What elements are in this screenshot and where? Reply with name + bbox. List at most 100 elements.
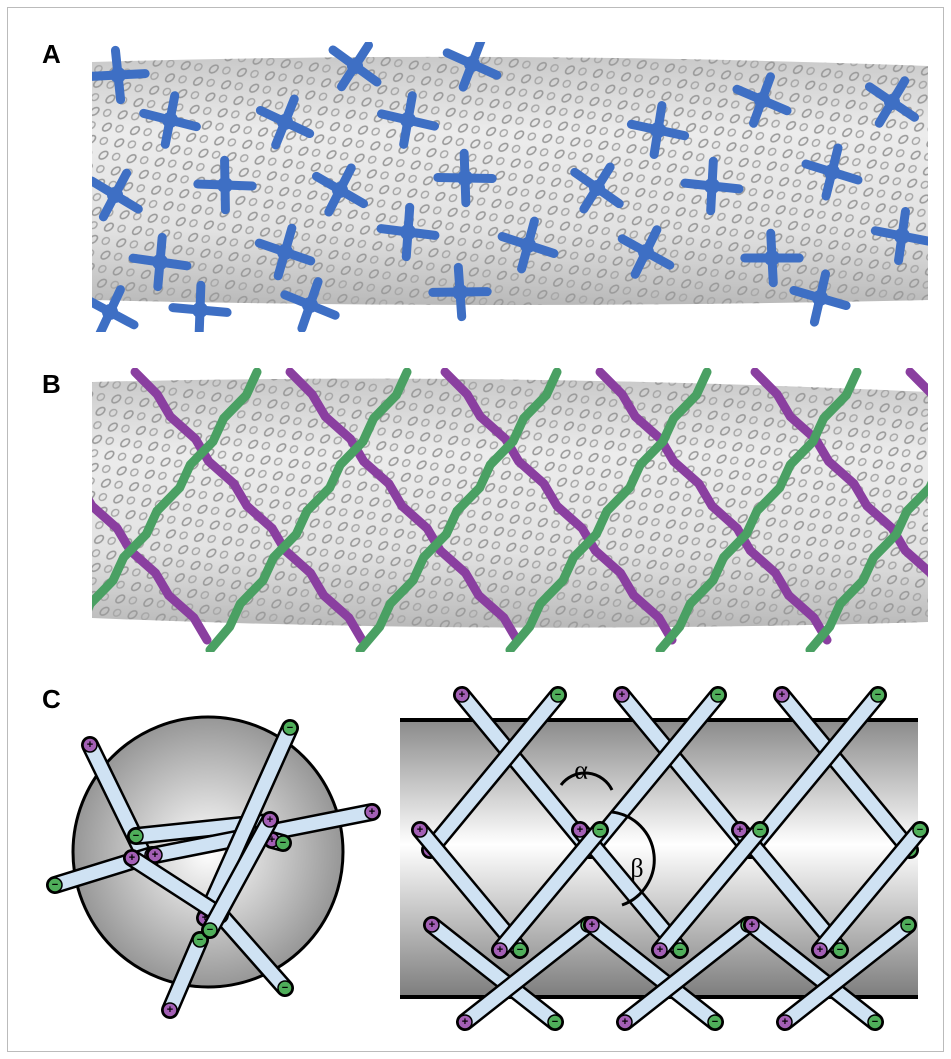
cross <box>740 228 804 288</box>
charge-sign: − <box>597 824 603 836</box>
charge <box>275 835 291 851</box>
cross <box>168 280 232 332</box>
charge-sign: + <box>619 689 625 701</box>
charge-sign: − <box>552 1016 558 1028</box>
charge-sign: − <box>677 944 683 956</box>
panel-c-right: +−−++−−++−−++−+−−++−−+−++−−++−−++−−+ α β <box>400 686 929 1031</box>
cross <box>376 202 440 262</box>
charge-sign: − <box>197 934 203 946</box>
charge-sign: − <box>517 944 523 956</box>
charge <box>812 942 828 958</box>
charge <box>592 822 608 838</box>
charge <box>572 822 588 838</box>
panel-c-left: +−−+−−++−++−−−++−+−+ <box>46 715 381 1019</box>
charge <box>454 687 470 703</box>
purple-strand <box>130 368 367 645</box>
charge-sign: + <box>459 689 465 701</box>
cross <box>732 72 792 128</box>
charge <box>777 1014 793 1030</box>
cross-core <box>110 67 126 83</box>
charge <box>282 720 298 736</box>
charge-sign: + <box>369 806 375 818</box>
charge-sign: + <box>129 852 135 864</box>
charge-sign: + <box>152 849 158 861</box>
charge <box>82 737 98 753</box>
cross <box>92 45 150 105</box>
cross-core <box>192 302 208 318</box>
green-strand <box>655 368 862 652</box>
rod <box>455 688 597 857</box>
charge-sign: − <box>555 689 561 701</box>
charge-sign: + <box>267 814 273 826</box>
cross-core <box>400 112 416 128</box>
cross <box>680 156 744 216</box>
cross-core <box>894 228 910 244</box>
panel-label: A <box>42 39 61 69</box>
cross-core <box>812 290 828 306</box>
cross <box>570 162 624 214</box>
cross <box>255 94 315 150</box>
cross-core <box>638 244 654 260</box>
rod <box>198 721 297 925</box>
charge <box>867 1014 883 1030</box>
cross-core <box>302 297 318 313</box>
cross <box>789 269 851 327</box>
cross-core <box>764 250 780 266</box>
charge-sign: − <box>280 837 286 849</box>
cross-core <box>102 304 118 320</box>
rod <box>573 823 687 957</box>
charge-sign: + <box>782 1016 788 1028</box>
rod <box>653 823 767 957</box>
charge <box>457 1014 473 1030</box>
cross-core <box>107 187 123 203</box>
cross <box>433 148 497 208</box>
charge-sign: + <box>462 1016 468 1028</box>
charge <box>912 822 928 838</box>
cross-core <box>704 178 720 194</box>
charge-sign: + <box>749 919 755 931</box>
cross-core <box>884 94 900 110</box>
charge-sign: − <box>757 824 763 836</box>
cross <box>128 232 192 292</box>
rod <box>583 688 725 857</box>
charge <box>512 942 528 958</box>
charge <box>364 804 380 820</box>
cross <box>280 277 340 332</box>
rod <box>493 823 607 957</box>
cross <box>377 91 439 149</box>
charge-sign: + <box>577 824 583 836</box>
charge <box>752 822 768 838</box>
cross <box>328 42 382 92</box>
charge-sign: + <box>622 1016 628 1028</box>
charge-sign: + <box>202 912 208 924</box>
charge <box>614 687 630 703</box>
charge <box>774 687 790 703</box>
charge-sign: − <box>715 689 721 701</box>
charge <box>870 687 886 703</box>
cross-core <box>277 114 293 130</box>
charge <box>202 922 218 938</box>
cross-core <box>464 56 480 72</box>
charge <box>710 687 726 703</box>
frame <box>7 7 944 1052</box>
cross <box>193 155 257 215</box>
charge-sign: − <box>917 824 923 836</box>
cross-core <box>332 182 348 198</box>
charge <box>832 942 848 958</box>
cross <box>92 285 139 332</box>
rod <box>203 813 277 937</box>
charge-sign: − <box>52 879 58 891</box>
green-strand <box>505 368 712 652</box>
panel-a <box>92 42 928 332</box>
charge <box>732 822 748 838</box>
cross-core <box>650 122 666 138</box>
rod <box>813 823 927 957</box>
cross-core <box>824 164 840 180</box>
rod <box>423 688 565 857</box>
purple-strand <box>595 368 832 645</box>
rod <box>163 933 207 1017</box>
purple-strand <box>440 368 677 645</box>
charge-sign: − <box>133 830 139 842</box>
panel-label: C <box>42 684 61 714</box>
